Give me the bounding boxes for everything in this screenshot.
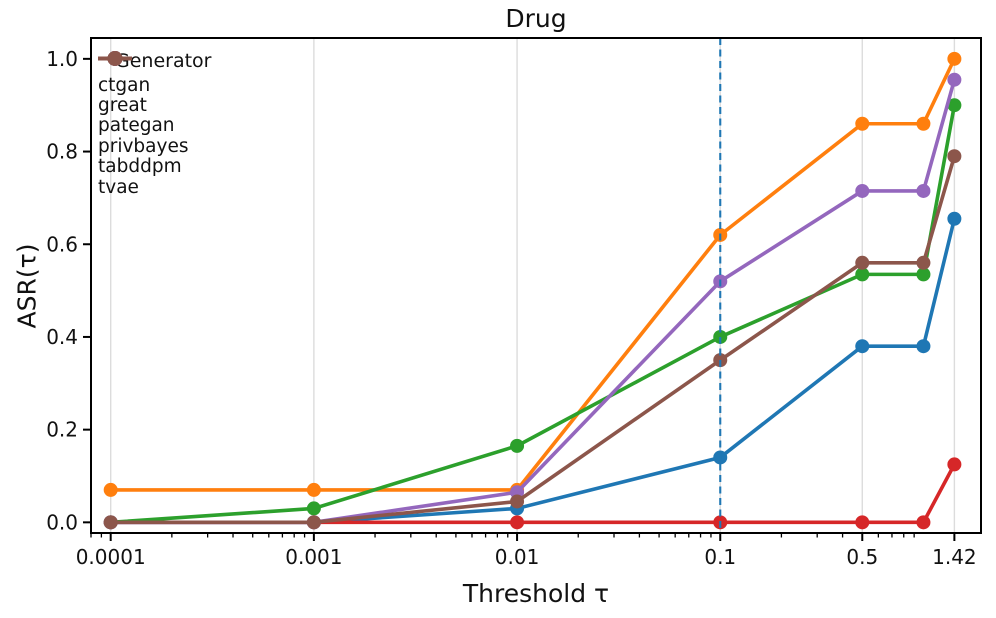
y-tick-label: 0.4 [46, 325, 78, 349]
legend-label: pategan [98, 115, 175, 137]
x-tick-label: 0.0001 [76, 545, 146, 569]
y-tick-label: 0.2 [46, 418, 78, 442]
series-line-great [108, 57, 957, 492]
data-point-great [916, 116, 931, 131]
data-point-ctgan [855, 339, 870, 354]
plot-border [90, 37, 982, 534]
y-tick-label: 0.0 [46, 510, 78, 534]
legend-item-great: great [98, 51, 211, 117]
y-axis-label: ASR(τ) [12, 243, 42, 329]
y-tick-label: 1.0 [46, 47, 78, 71]
legend: Generator ctgan great pategan privbayes tabd… [98, 50, 212, 198]
legend-item-tvae: tvae [98, 51, 211, 198]
data-point-tvae [855, 255, 870, 270]
x-tick-label: 0.5 [846, 545, 878, 569]
data-point-ctgan [916, 339, 931, 354]
legend-item-ctgan: ctgan [98, 51, 211, 96]
y-tick-label: 0.6 [46, 232, 78, 256]
legend-label: ctgan [98, 74, 151, 96]
data-point-privbayes [510, 515, 525, 530]
legend-label: tvae [98, 176, 139, 198]
x-tick-label: 0.01 [495, 545, 540, 569]
data-point-great [306, 482, 321, 497]
data-point-tvae [510, 494, 525, 509]
chart-title: Drug [505, 4, 567, 33]
data-point-pategan [306, 501, 321, 516]
legend-label: great [98, 95, 147, 117]
legend-swatch-icon [98, 51, 132, 66]
x-tick-label: 0.001 [285, 545, 342, 569]
legend-title: Generator [115, 50, 212, 72]
legend-item-privbayes: privbayes [98, 51, 211, 157]
data-point-tabddpm [916, 183, 931, 198]
data-point-great [947, 51, 962, 66]
data-point-pategan [916, 267, 931, 282]
data-point-tabddpm [947, 72, 962, 87]
y-tick-label: 0.8 [46, 140, 78, 164]
data-point-tabddpm [855, 183, 870, 198]
data-point-privbayes [855, 515, 870, 530]
data-point-privbayes [916, 515, 931, 530]
data-point-tvae [103, 515, 118, 530]
data-point-privbayes [947, 457, 962, 472]
x-tick-label: 0.1 [704, 545, 736, 569]
data-point-pategan [713, 329, 728, 344]
series-line-pategan [108, 103, 957, 525]
x-tick-label: 1.42 [932, 545, 977, 569]
series-line-tabddpm [108, 77, 957, 525]
legend-label: tabddpm [98, 156, 182, 178]
data-point-pategan [947, 98, 962, 113]
data-point-great [103, 482, 118, 497]
data-point-tvae [947, 149, 962, 164]
data-point-pategan [855, 267, 870, 282]
data-point-pategan [510, 438, 525, 453]
data-point-ctgan [947, 211, 962, 226]
x-axis-label: Threshold τ [462, 579, 610, 608]
data-point-great [855, 116, 870, 131]
legend-label: privbayes [98, 135, 189, 157]
data-point-tvae [916, 255, 931, 270]
legend-item-tabddpm: tabddpm [98, 51, 211, 178]
legend-item-pategan: pategan [98, 51, 211, 137]
legend-items: ctgan great pategan privbayes tabddpm tvae [98, 51, 211, 198]
data-point-tvae [306, 515, 321, 530]
